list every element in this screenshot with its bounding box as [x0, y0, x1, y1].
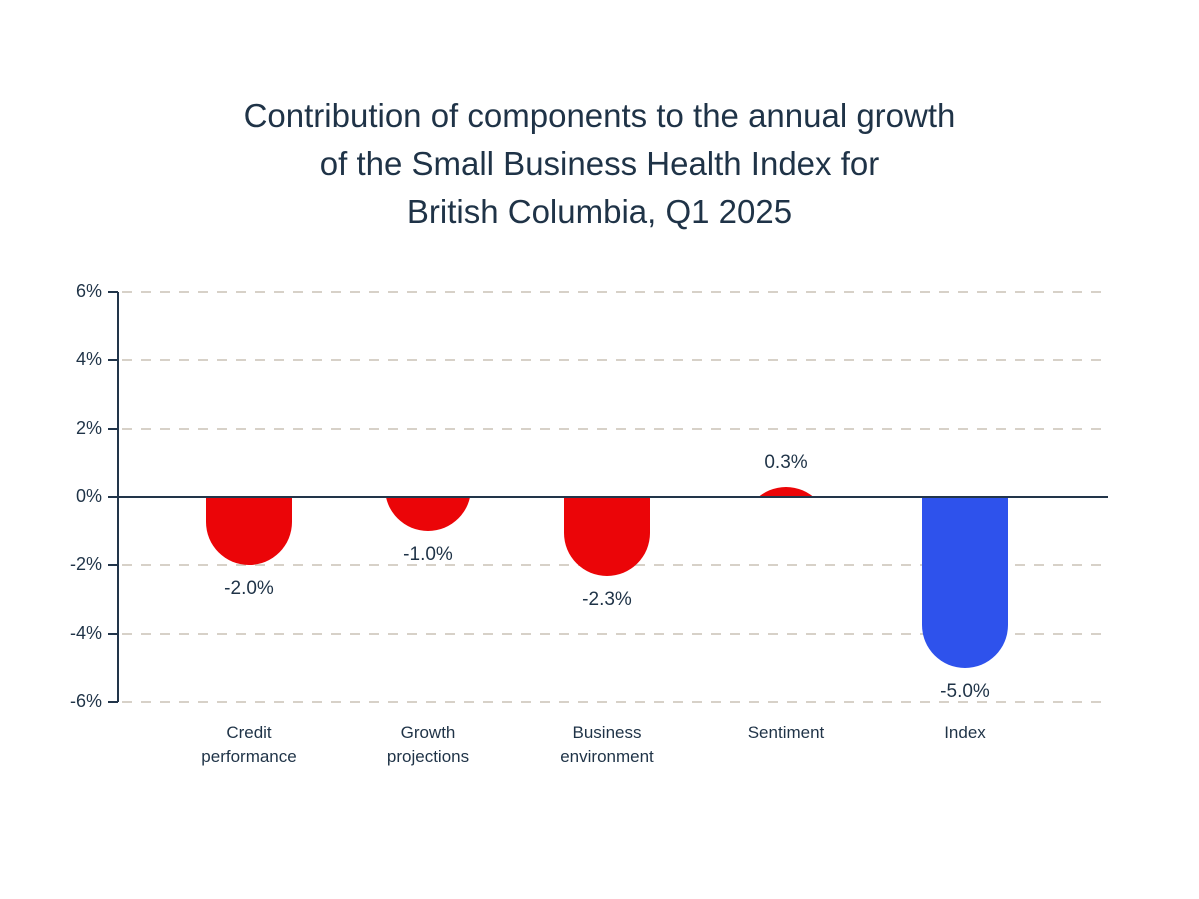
chart-title-line-1: Contribution of components to the annual… [243, 97, 956, 134]
y-tick-label--2%: -2% [69, 554, 102, 575]
y-gridline-dashes [122, 632, 1108, 635]
y-axis-tick [108, 701, 118, 703]
bar-value-label-credit-performance: -2.0% [224, 578, 274, 600]
y-tick-label-4%: 4% [75, 349, 102, 370]
bar-index [922, 497, 1008, 668]
y-axis-tick [108, 427, 118, 430]
bar-value-label-index: -5.0% [940, 680, 990, 702]
category-label-index: Index [944, 723, 986, 742]
bar-sentiment [743, 486, 829, 497]
bar-pill [385, 497, 471, 532]
bar-value-label-growth-projections: -1.0% [403, 544, 453, 566]
chart-title: Contribution of components to the annual… [0, 92, 1199, 236]
y-tick-label-6%: 6% [75, 281, 102, 301]
category-label-business-environment: Business environment [560, 723, 654, 766]
bar-pill [564, 497, 650, 576]
bar-pill [206, 497, 292, 566]
bar-credit-performance [206, 497, 292, 566]
bar-value-label-business-environment: -2.3% [582, 588, 632, 610]
category-label-sentiment: Sentiment [747, 723, 825, 742]
y-gridline-2 [122, 427, 1108, 430]
bar-business-environment [564, 497, 650, 576]
y-gridline-6 [122, 291, 1108, 293]
zero-axis-line [110, 496, 1108, 498]
y-axis-tick [108, 291, 118, 293]
bar-pill [922, 497, 1008, 668]
y-tick-label--4%: -4% [69, 622, 102, 643]
y-tick-label-2%: 2% [75, 417, 102, 438]
category-label-credit-performance: Credit performance [201, 723, 297, 766]
y-gridline-dashes [122, 701, 1108, 703]
category-label-growth-projections: Growth projections [386, 723, 470, 766]
y-gridline-dashes [122, 427, 1108, 430]
y-gridline-dashes [122, 359, 1108, 362]
y-gridline-4 [122, 359, 1108, 362]
bar-pill [743, 486, 829, 497]
y-tick-label-0%: 0% [75, 486, 102, 506]
y-gridline--6 [122, 701, 1108, 703]
y-tick-label--6%: -6% [69, 691, 102, 711]
y-axis-tick [108, 564, 118, 567]
chart-title-line-2: of the Small Business Health Index for [319, 145, 880, 182]
bar-growth-projections [385, 497, 471, 532]
y-axis-tick [108, 359, 118, 362]
chart-title-line-3: British Columbia, Q1 2025 [406, 193, 793, 230]
y-axis-tick [108, 632, 118, 635]
y-gridline--4 [122, 632, 1108, 635]
bar-value-label-sentiment: 0.3% [764, 451, 808, 473]
y-gridline-dashes [122, 291, 1108, 293]
